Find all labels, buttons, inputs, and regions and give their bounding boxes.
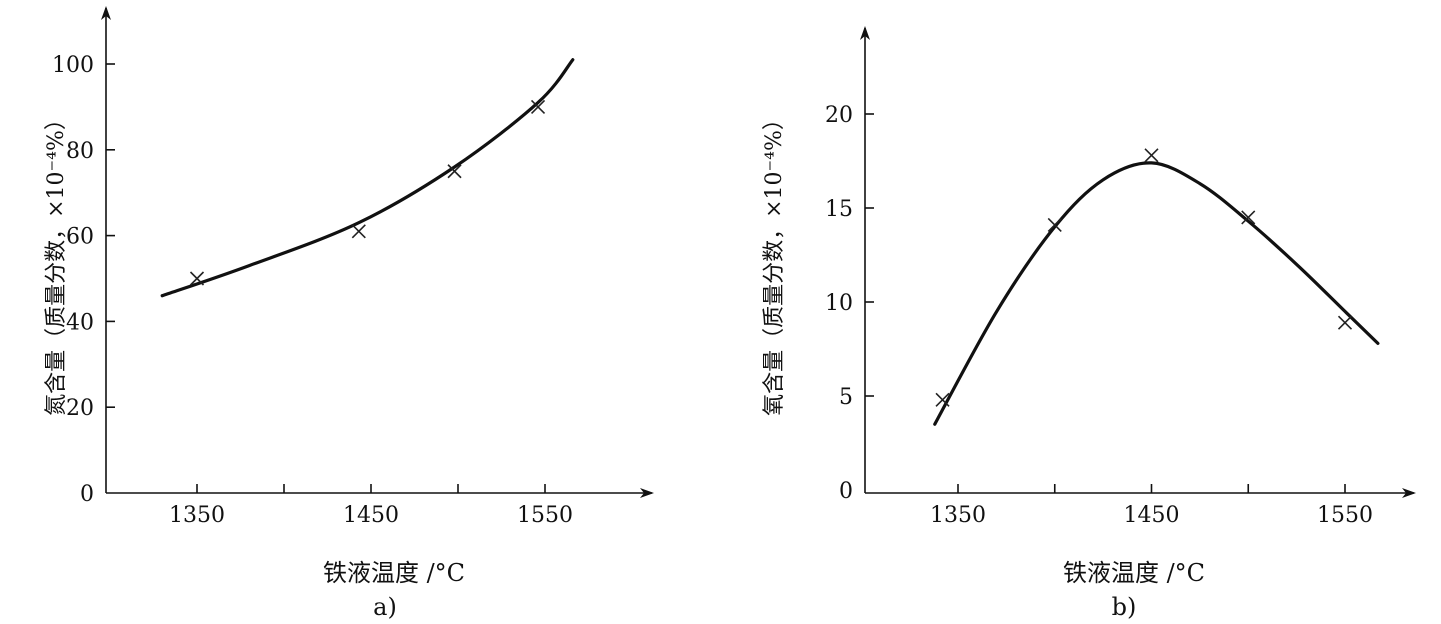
panel-caption-b: b) xyxy=(1112,593,1137,621)
x-tick-label: 1450 xyxy=(343,503,399,528)
data-point-marker xyxy=(189,271,205,286)
y-tick-label: 40 xyxy=(66,310,94,335)
x-axis-label-b: 铁液温度 /°C xyxy=(1063,559,1205,587)
x-tick-label: 1350 xyxy=(169,503,225,528)
data-point-marker xyxy=(1144,148,1159,163)
y-tick-label: 10 xyxy=(825,291,853,316)
data-point-marker xyxy=(1241,210,1256,225)
y-axis-label-b: 氧含量（质量分数，×10⁻⁴%） xyxy=(762,108,787,416)
data-point-marker xyxy=(530,99,546,114)
chart-panel-b: 0 5 10 15 20 1350 1450 1550 氧含量（质量分数，×10⁻⁴%） 铁… xyxy=(762,26,1416,621)
data-point-marker xyxy=(351,224,366,239)
y-tick-label: 5 xyxy=(839,385,853,410)
data-markers-b xyxy=(935,148,1353,407)
y-tick-label: 15 xyxy=(825,197,853,222)
y-tick-label: 100 xyxy=(52,53,94,78)
y-axis-label-a: 氮含量（质量分数，×10⁻⁴%） xyxy=(44,108,69,416)
fit-curve-line xyxy=(933,161,1380,426)
x-tick-label: 1550 xyxy=(1317,503,1373,528)
y-tick-label: 20 xyxy=(825,103,853,128)
x-tick-label: 1450 xyxy=(1124,503,1180,528)
data-point-marker xyxy=(1337,315,1353,330)
y-tick-label: 0 xyxy=(839,479,853,504)
data-point-marker xyxy=(1047,217,1062,232)
fit-curve-line xyxy=(160,58,575,298)
y-tick-label: 0 xyxy=(80,482,94,507)
x-axis-label-a: 铁液温度 /°C xyxy=(323,559,465,587)
y-tick-label: 20 xyxy=(66,396,94,421)
y-ticks-a: 0 20 40 60 80 100 xyxy=(52,53,115,507)
y-tick-label: 80 xyxy=(66,139,94,164)
data-point-marker xyxy=(447,164,462,179)
x-ticks-a: 1350 1450 1550 xyxy=(169,484,573,528)
y-ticks-b: 0 5 10 15 20 xyxy=(825,103,874,504)
data-point-marker xyxy=(935,392,950,407)
y-tick-label: 60 xyxy=(66,225,94,250)
x-tick-label: 1350 xyxy=(930,503,986,528)
x-tick-label: 1550 xyxy=(517,503,573,528)
panel-caption-a: a) xyxy=(373,593,397,621)
chart-panel-a: 0 20 40 60 80 100 1350 1450 1550 氮含量（质量分数，×10⁻⁴… xyxy=(44,6,654,621)
fit-curve-b xyxy=(933,161,1380,426)
x-ticks-b: 1350 1450 1550 xyxy=(930,484,1373,528)
data-markers-a xyxy=(189,99,546,286)
fit-curve-a xyxy=(160,58,575,298)
